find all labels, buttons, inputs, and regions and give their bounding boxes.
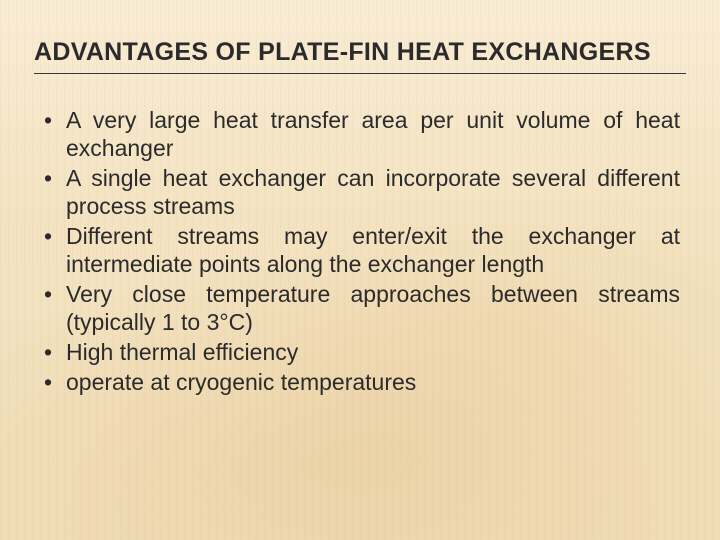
list-item: Different streams may enter/exit the exc… — [40, 222, 680, 278]
list-item: Very close temperature approaches betwee… — [40, 280, 680, 336]
slide-container: ADVANTAGES OF PLATE-FIN HEAT EXCHANGERS … — [0, 0, 720, 540]
list-item: A very large heat transfer area per unit… — [40, 106, 680, 162]
list-item: High thermal efficiency — [40, 338, 680, 366]
list-item: operate at cryogenic temperatures — [40, 368, 680, 396]
list-item: A single heat exchanger can incorporate … — [40, 164, 680, 220]
bullet-list: A very large heat transfer area per unit… — [34, 106, 686, 396]
slide-title: ADVANTAGES OF PLATE-FIN HEAT EXCHANGERS — [34, 38, 686, 74]
